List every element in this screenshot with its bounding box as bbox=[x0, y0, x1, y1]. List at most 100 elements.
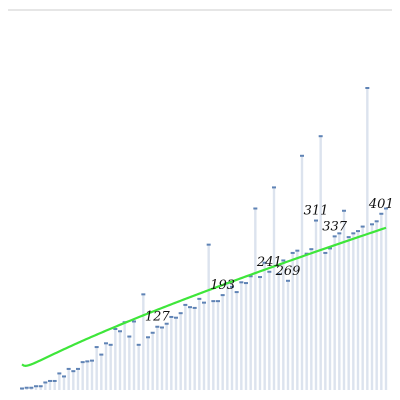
data-label-311: 311 bbox=[304, 204, 329, 219]
bar-cap-29 bbox=[146, 336, 150, 339]
bar-cap-78 bbox=[374, 220, 379, 223]
bar-67 bbox=[324, 252, 327, 390]
bar-31 bbox=[156, 326, 159, 390]
bar-55 bbox=[268, 271, 271, 390]
bar-cap-45 bbox=[220, 294, 225, 297]
bar-cap-68 bbox=[328, 247, 332, 250]
bar-cap-32 bbox=[160, 326, 164, 329]
bar-8 bbox=[48, 380, 52, 390]
bar-28 bbox=[142, 294, 145, 390]
bar-cap-67 bbox=[323, 251, 328, 254]
bar-23 bbox=[118, 331, 122, 390]
bar-cap-17 bbox=[90, 359, 94, 362]
bar-cap-19 bbox=[99, 353, 104, 356]
bar-cap-6 bbox=[38, 385, 43, 388]
bar-39 bbox=[193, 307, 196, 390]
bar-cap-73 bbox=[351, 232, 356, 235]
bar-65 bbox=[314, 220, 318, 390]
bar-cap-26 bbox=[132, 320, 136, 323]
bar-cap-39 bbox=[192, 306, 197, 309]
bar-cap-54 bbox=[262, 261, 267, 264]
bar-20 bbox=[104, 343, 108, 390]
bar-50 bbox=[244, 283, 248, 390]
data-label-127: 127 bbox=[145, 310, 171, 325]
data-label-401: 401 bbox=[368, 197, 394, 212]
bar-cap-35 bbox=[174, 316, 178, 319]
bar-cap-30 bbox=[150, 331, 155, 334]
bar-54 bbox=[263, 262, 266, 390]
bar-72 bbox=[347, 237, 350, 390]
bar-71 bbox=[342, 210, 346, 390]
bar-cap-52 bbox=[253, 207, 258, 210]
bar-69 bbox=[333, 236, 336, 390]
bar-51 bbox=[249, 276, 252, 390]
bar-79 bbox=[380, 213, 383, 390]
bar-57 bbox=[277, 274, 280, 390]
bar-cap-41 bbox=[202, 301, 206, 304]
bar-cap-28 bbox=[141, 293, 146, 296]
bar-cap-34 bbox=[169, 315, 174, 318]
bar-22 bbox=[114, 329, 117, 390]
bar-41 bbox=[202, 302, 206, 390]
bar-11 bbox=[62, 376, 66, 390]
bar-cap-2 bbox=[20, 387, 24, 390]
bar-cap-40 bbox=[197, 297, 202, 300]
data-label-193: 193 bbox=[210, 278, 235, 293]
bar-cap-4 bbox=[29, 386, 34, 389]
bar-19 bbox=[100, 354, 103, 390]
bar-30 bbox=[151, 332, 154, 390]
bar-9 bbox=[53, 380, 56, 390]
bar-cap-60 bbox=[290, 251, 295, 254]
trend-curve bbox=[21, 226, 387, 367]
bar-47 bbox=[230, 286, 234, 390]
bar-56 bbox=[272, 187, 276, 390]
bar-cap-14 bbox=[76, 367, 80, 370]
bar-74 bbox=[356, 231, 360, 390]
bar-6 bbox=[39, 386, 42, 390]
bar-cap-59 bbox=[286, 279, 290, 282]
bar-70 bbox=[338, 233, 341, 390]
bar-17 bbox=[90, 360, 94, 390]
bar-cap-70 bbox=[337, 232, 342, 235]
bar-21 bbox=[109, 344, 112, 390]
bar-cap-80 bbox=[384, 207, 388, 210]
bar-cap-21 bbox=[108, 343, 113, 346]
bar-34 bbox=[170, 316, 173, 390]
bar-cap-37 bbox=[183, 303, 188, 306]
bar-cap-48 bbox=[234, 291, 239, 294]
bar-cap-15 bbox=[80, 361, 85, 364]
bar-13 bbox=[72, 371, 75, 390]
bar-77 bbox=[370, 224, 374, 390]
bar-80 bbox=[384, 208, 388, 390]
bar-cap-50 bbox=[244, 282, 248, 285]
data-label-241: 241 bbox=[256, 255, 282, 270]
bar-cap-8 bbox=[48, 379, 52, 382]
bar-cap-36 bbox=[178, 312, 183, 315]
bar-14 bbox=[76, 368, 80, 390]
bar-64 bbox=[310, 249, 313, 390]
bar-16 bbox=[86, 361, 89, 390]
bar-76 bbox=[366, 88, 369, 390]
bar-cap-65 bbox=[314, 219, 318, 222]
bar-cap-11 bbox=[62, 375, 66, 378]
bar-cap-55 bbox=[267, 270, 272, 273]
bar-cap-7 bbox=[43, 381, 48, 384]
bar-43 bbox=[212, 301, 215, 390]
bar-61 bbox=[296, 250, 299, 390]
bar-cap-69 bbox=[332, 235, 337, 238]
bar-cap-76 bbox=[365, 87, 370, 89]
bar-40 bbox=[198, 298, 201, 390]
bar-15 bbox=[81, 362, 84, 390]
bar-78 bbox=[375, 221, 378, 390]
bar-cap-31 bbox=[155, 325, 160, 328]
bar-63 bbox=[305, 253, 308, 390]
bar-36 bbox=[179, 313, 182, 390]
bar-3 bbox=[25, 387, 28, 390]
bar-cap-9 bbox=[52, 379, 57, 382]
bar-cap-57 bbox=[276, 273, 281, 276]
bar-5 bbox=[34, 386, 38, 390]
bar-cap-72 bbox=[346, 236, 351, 239]
bar-60 bbox=[291, 252, 294, 390]
